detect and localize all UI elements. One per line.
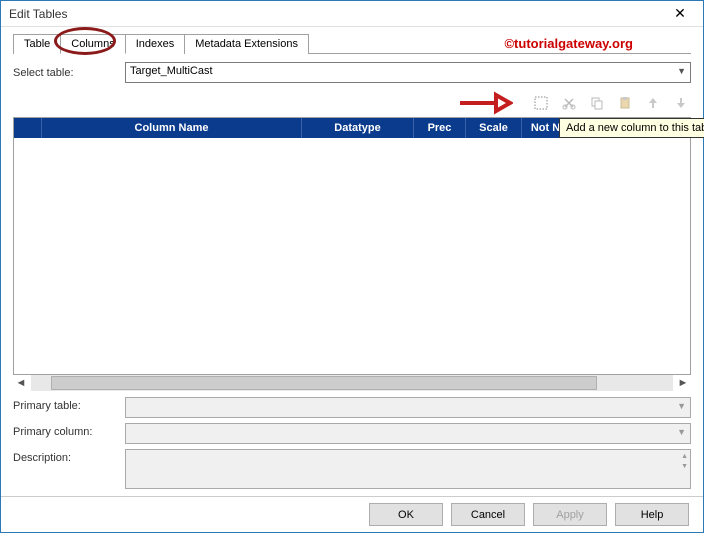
primary-column-row: Primary column:	[13, 423, 691, 444]
tab-indexes[interactable]: Indexes	[125, 34, 186, 54]
description-label: Description:	[13, 449, 125, 464]
columns-table: Column Name Datatype Prec Scale Not N	[13, 117, 691, 375]
horizontal-scrollbar[interactable]: ◄ ►	[13, 375, 691, 391]
copy-icon	[590, 96, 604, 110]
add-column-tooltip: Add a new column to this table.	[559, 118, 704, 138]
scroll-thumb[interactable]	[51, 376, 597, 390]
annotation-arrow	[458, 91, 513, 115]
primary-table-label: Primary table:	[13, 397, 125, 412]
move-up-icon	[646, 96, 660, 110]
scroll-track[interactable]	[31, 375, 673, 391]
tab-columns[interactable]: Columns	[60, 34, 125, 54]
watermark-text: ©tutorialgateway.org	[504, 36, 633, 51]
edit-tables-window: Edit Tables ✕ Table Columns Indexes Meta…	[0, 0, 704, 533]
cancel-button[interactable]: Cancel	[451, 503, 525, 526]
paste-button[interactable]	[615, 93, 635, 113]
paste-icon	[618, 96, 632, 110]
button-bar: OK Cancel Apply Help	[1, 496, 703, 532]
toolbar: Add a new column to this table.	[13, 93, 691, 113]
move-down-button[interactable]	[671, 93, 691, 113]
copy-button[interactable]	[587, 93, 607, 113]
move-up-button[interactable]	[643, 93, 663, 113]
select-table-dropdown[interactable]: Target_MultiCast	[125, 62, 691, 83]
apply-button[interactable]: Apply	[533, 503, 607, 526]
help-button[interactable]: Help	[615, 503, 689, 526]
col-header-scale[interactable]: Scale	[466, 118, 522, 138]
primary-table-select[interactable]	[125, 397, 691, 418]
row-number-header	[14, 118, 42, 138]
close-icon[interactable]: ✕	[665, 3, 695, 25]
col-header-prec[interactable]: Prec	[414, 118, 466, 138]
cut-button[interactable]	[559, 93, 579, 113]
add-column-button[interactable]	[531, 93, 551, 113]
cut-icon	[562, 96, 576, 110]
add-column-icon	[534, 96, 548, 110]
tab-table[interactable]: Table	[13, 34, 61, 54]
window-title: Edit Tables	[9, 7, 67, 21]
col-header-column-name[interactable]: Column Name	[42, 118, 302, 138]
primary-column-label: Primary column:	[13, 423, 125, 438]
form-section: Primary table: Primary column: Descripti…	[13, 397, 691, 489]
primary-column-select[interactable]	[125, 423, 691, 444]
select-table-value: Target_MultiCast	[130, 65, 213, 77]
titlebar: Edit Tables ✕	[1, 1, 703, 27]
col-header-datatype[interactable]: Datatype	[302, 118, 414, 138]
move-down-icon	[674, 96, 688, 110]
select-table-row: Select table: Target_MultiCast	[13, 62, 691, 83]
ok-button[interactable]: OK	[369, 503, 443, 526]
description-row: Description:	[13, 449, 691, 489]
content-area: Table Columns Indexes Metadata Extension…	[1, 27, 703, 495]
scroll-right-icon[interactable]: ►	[675, 375, 691, 391]
primary-table-row: Primary table:	[13, 397, 691, 418]
select-table-label: Select table:	[13, 67, 125, 79]
tab-metadata-extensions[interactable]: Metadata Extensions	[184, 34, 309, 54]
scroll-left-icon[interactable]: ◄	[13, 375, 29, 391]
description-textarea[interactable]	[125, 449, 691, 489]
